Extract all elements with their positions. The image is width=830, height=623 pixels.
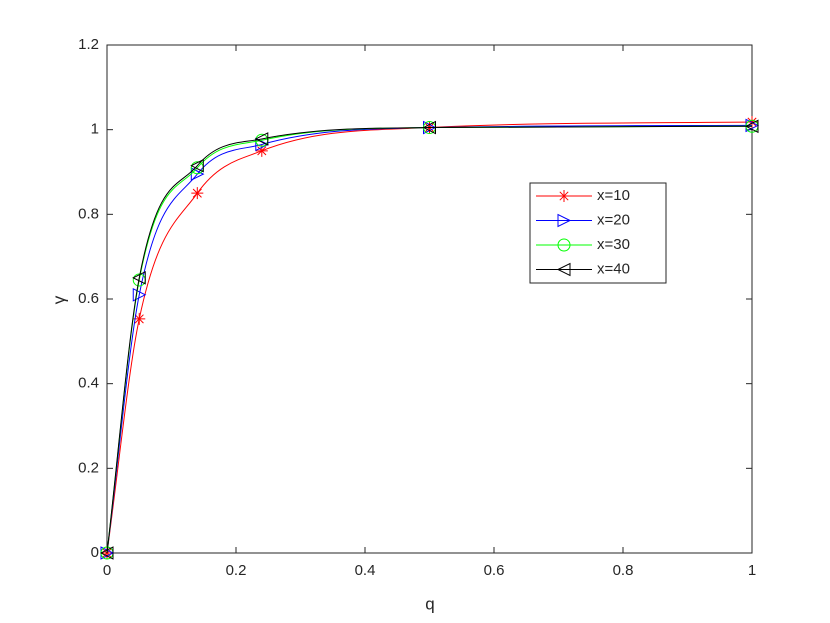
x-tick-label: 0.8 (613, 562, 634, 579)
marker (422, 120, 436, 135)
legend-marker (557, 213, 572, 228)
legend-label: x=20 (597, 211, 630, 228)
marker (132, 271, 146, 285)
y-axis-label: γ (49, 295, 68, 304)
x-axis-label: q (425, 594, 434, 613)
x-tick-label: 0.4 (355, 562, 376, 579)
marker (191, 187, 204, 200)
legend-marker (557, 238, 571, 252)
marker (133, 312, 146, 325)
series-line (106, 121, 753, 554)
y-tick-label: 0.8 (78, 205, 99, 222)
y-tick-label: 0.2 (78, 459, 99, 476)
y-tick-label: 0 (91, 544, 99, 561)
y-tick-label: 0.6 (78, 290, 99, 307)
marker (255, 144, 268, 157)
marker (99, 546, 114, 560)
legend-label: x=10 (597, 187, 630, 204)
legend-marker (556, 262, 571, 277)
x-tick-label: 1 (748, 562, 756, 579)
marker (190, 158, 204, 173)
marker (132, 287, 147, 302)
marker (744, 119, 759, 134)
y-tick-label: 1 (91, 121, 99, 138)
y-tick-label: 1.2 (78, 36, 99, 53)
legend-marker (558, 190, 570, 202)
series-line (106, 125, 753, 554)
legend-label: x=30 (597, 236, 630, 253)
x-tick-label: 0 (103, 562, 111, 579)
x-tick-label: 0.2 (226, 562, 247, 579)
legend-label: x=40 (597, 260, 630, 277)
x-tick-label: 0.6 (484, 562, 505, 579)
marker (254, 132, 269, 146)
y-tick-label: 0.4 (78, 375, 99, 392)
legend-box (529, 182, 667, 284)
series-line (106, 124, 753, 554)
